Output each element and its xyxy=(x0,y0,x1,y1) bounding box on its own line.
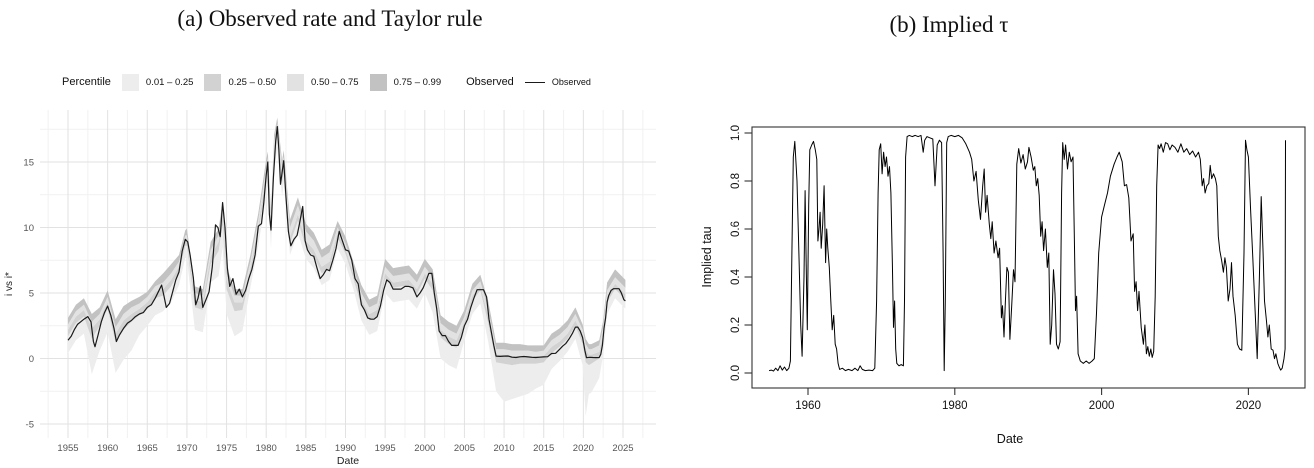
ribbon-label-1: 0.01 – 0.25 xyxy=(145,76,194,88)
legend-item-q1: 0.01 – 0.25 xyxy=(121,73,194,91)
panel-b-title: (b) Implied τ xyxy=(889,12,1009,37)
y-tick-label: -5 xyxy=(26,420,34,431)
panel-b-axis-text: 0.0 0.2 0.4 0.6 0.8 1.0 1960 1980 2000 2020 xyxy=(730,125,1261,412)
panel-a-legend: Percentile 0.01 – 0.25 0.25 – 0.50 0.50 … xyxy=(62,72,591,92)
observed-label: Observed xyxy=(551,77,591,87)
legend-item-q4: 0.75 – 0.99 xyxy=(369,73,442,91)
x-tick-label: 2015 xyxy=(533,443,554,454)
legend-item-q3: 0.50 – 0.75 xyxy=(287,73,359,91)
x-tick-label: 1995 xyxy=(375,443,396,454)
ribbon-label-2: 0.25 – 0.50 xyxy=(228,76,277,88)
ribbon-swatch-1 xyxy=(121,73,139,91)
y-tick-label: 5 xyxy=(29,289,34,300)
x-tick-label: 1955 xyxy=(57,443,78,454)
y-tick-label: 0.8 xyxy=(730,173,742,189)
x-tick-label: 1970 xyxy=(176,443,197,454)
y-tick-label: 0.2 xyxy=(730,317,742,333)
ribbon-q50-q75 xyxy=(68,122,626,356)
panel-a-axis-text: -5 0 5 10 15 1955 1960 1965 1970 1975 1980 1985 1990… xyxy=(23,158,633,455)
x-tick-label: 1965 xyxy=(137,443,158,454)
ribbon-swatch-2 xyxy=(204,73,222,91)
implied-tau-line xyxy=(768,134,1286,372)
panel-b-plot-box xyxy=(751,126,1306,389)
panel-b-y-axis-label: Implied tau xyxy=(700,226,714,287)
panel-a-x-axis-label: Date xyxy=(337,455,359,467)
x-tick-label: 1975 xyxy=(216,443,237,454)
y-tick-label: 0.4 xyxy=(730,268,742,285)
y-tick-label: 10 xyxy=(23,223,34,234)
y-tick-label: 0.0 xyxy=(730,365,742,381)
y-tick-label: 15 xyxy=(23,158,34,169)
y-tick-label: 1.0 xyxy=(730,125,742,141)
legend-item-q2: 0.25 – 0.50 xyxy=(204,73,277,91)
panel-a-title: (a) Observed rate and Taylor rule xyxy=(177,6,483,31)
ribbon-label-4: 0.75 – 0.99 xyxy=(393,76,442,88)
observed-line-sample xyxy=(524,81,545,83)
x-tick-label: 2020 xyxy=(573,443,594,454)
x-tick-label: 2000 xyxy=(1089,400,1115,412)
legend-observed-title: Observed xyxy=(466,76,514,88)
ribbon-swatch-3 xyxy=(287,73,305,91)
x-tick-label: 2000 xyxy=(414,443,435,454)
x-tick-label: 1960 xyxy=(97,443,118,454)
x-tick-label: 2025 xyxy=(612,443,633,454)
x-tick-label: 1960 xyxy=(795,400,821,412)
x-tick-label: 1980 xyxy=(256,443,277,454)
x-tick-label: 2020 xyxy=(1236,400,1262,412)
legend-percentile-title: Percentile xyxy=(62,76,111,88)
legend-item-observed: Observed xyxy=(524,77,591,87)
panel-a: -5 0 5 10 15 1955 1960 1965 1970 1975 1980 1985 1990… xyxy=(4,110,656,467)
ribbon-q01-q25 xyxy=(68,137,626,417)
x-tick-label: 2005 xyxy=(454,443,475,454)
y-tick-label: 0.6 xyxy=(730,221,742,237)
ribbon-swatch-4 xyxy=(369,73,387,91)
panel-b-x-axis-label: Date xyxy=(997,432,1023,446)
panel-a-y-axis-label: i vs i* xyxy=(4,272,15,296)
x-tick-label: 1990 xyxy=(335,443,356,454)
x-tick-label: 1985 xyxy=(295,443,316,454)
panel-b: 0.0 0.2 0.4 0.6 0.8 1.0 1960 1980 2000 2020 Implie… xyxy=(700,125,1306,446)
y-tick-label: 0 xyxy=(29,354,34,365)
x-tick-label: 2010 xyxy=(494,443,515,454)
percentile-ribbons xyxy=(68,117,626,417)
observed-line xyxy=(67,126,626,359)
panel-a-gridlines xyxy=(40,110,656,438)
x-tick-label: 1980 xyxy=(942,400,968,412)
ribbon-label-3: 0.50 – 0.75 xyxy=(311,76,359,88)
